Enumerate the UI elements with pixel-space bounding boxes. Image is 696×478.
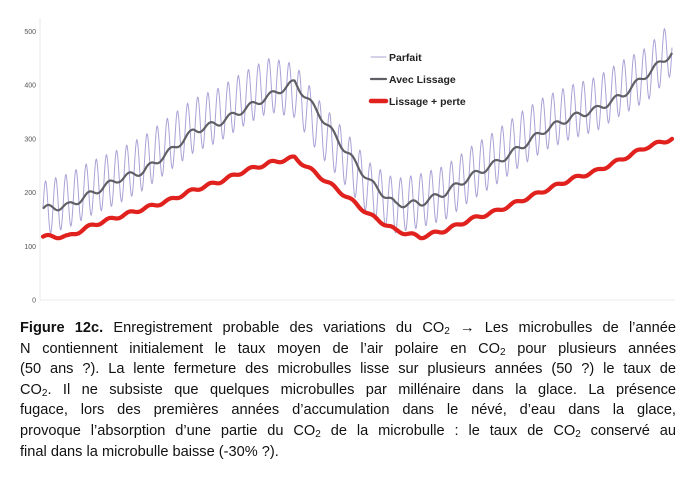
caption-text: CO — [20, 381, 42, 398]
y-tick-label: 0 — [32, 298, 36, 305]
caption-line: provoque l’absorption d’une partie du CO… — [20, 421, 676, 442]
series-parfait-line — [42, 27, 673, 235]
legend-lissage-perte-label: Lissage + perte — [389, 96, 466, 108]
y-tick-label: 500 — [24, 29, 36, 36]
caption-text: fugace, lors des premières années d’accu… — [20, 402, 676, 419]
caption-line: (50 ans ?). La lente fermeture des micro… — [20, 359, 676, 380]
series-lissage-perte-line — [40, 136, 675, 241]
caption-text: pour plusieurs années — [505, 340, 677, 357]
caption-text: provoque l’absorption d’une partie du CO — [20, 422, 316, 439]
caption-line: CO2. Il ne subsiste que quelques microbu… — [20, 380, 676, 401]
y-tick-labels: 0 100 200 300 400 500 — [24, 29, 36, 305]
subscript-2: 2 — [575, 428, 581, 440]
figure-label: Figure 12c. — [20, 320, 104, 336]
figure-caption: Figure 12c. Enregistrement probable des … — [20, 318, 676, 462]
caption-text: Enregistrement probable des variations d… — [103, 320, 445, 336]
plot-area — [40, 27, 675, 241]
co2-line-chart: 0 100 200 300 400 500 Parfait Avec Lissage Liss… — [24, 18, 675, 305]
series-avec-lissage-line — [42, 52, 673, 212]
caption-line: final dans la microbulle baisse (-30% ?)… — [20, 442, 676, 463]
caption-text: (50 ans ?). La lente fermeture des micro… — [20, 361, 676, 378]
subscript-2: 2 — [41, 387, 48, 399]
caption-text: . Il ne subsiste que quelques microbulle… — [47, 381, 676, 398]
caption-text: N contiennent initialement le taux moyen… — [20, 340, 500, 357]
y-tick-label: 100 — [24, 244, 36, 251]
caption-text: conservé au — [580, 422, 677, 439]
caption-text: → Les microbulles de l’année — [449, 320, 677, 336]
subscript-2: 2 — [499, 346, 506, 358]
subscript-2: 2 — [444, 326, 450, 337]
caption-line: N contiennent initialement le taux moyen… — [20, 339, 676, 360]
y-tick-label: 300 — [24, 136, 36, 143]
legend-parfait-label: Parfait — [389, 52, 422, 64]
subscript-2: 2 — [315, 428, 321, 440]
y-tick-label: 400 — [24, 83, 36, 90]
caption-line: fugace, lors des premières années d’accu… — [20, 400, 676, 421]
caption-line: Figure 12c. Enregistrement probable des … — [20, 318, 676, 339]
y-tick-label: 200 — [24, 190, 36, 197]
caption-text: final dans la microbulle baisse (-30% ?)… — [20, 443, 279, 460]
legend: Parfait Avec Lissage Lissage + perte — [368, 52, 466, 108]
legend-avec-lissage-label: Avec Lissage — [389, 74, 456, 86]
caption-text: de la microbulle : le taux de CO — [320, 422, 576, 439]
